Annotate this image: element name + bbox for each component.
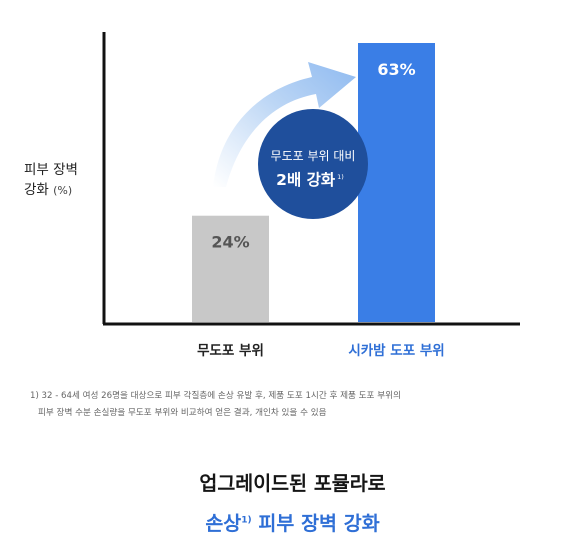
subline-rest: 피부 장벽 강화: [251, 512, 380, 535]
bar-1: [192, 215, 269, 322]
category-label-1: 무도포 부위: [197, 343, 264, 359]
bar-value-label-1: 24%: [211, 233, 249, 252]
y-axis-unit: (%): [53, 184, 73, 197]
callout-line1: 무도포 부위 대비: [271, 149, 356, 163]
footnote: 1) 32 - 64세 여성 26명을 대상으로 피부 각질층에 손상 유발 후…: [30, 388, 570, 422]
y-axis-label: 피부 장벽 강화 (%): [24, 160, 78, 201]
subline-sup: 1): [241, 515, 252, 526]
subline: 손상1) 피부 장벽 강화: [0, 507, 585, 536]
category-label-2: 시카밤 도포 부위: [348, 343, 444, 359]
y-axis-label-line2: 강화: [24, 182, 49, 198]
bar-value-label-2: 63%: [377, 60, 415, 79]
footnote-line1: 1) 32 - 64세 여성 26명을 대상으로 피부 각질층에 손상 유발 후…: [30, 391, 401, 401]
callout-badge: 무도포 부위 대비 2배 강화 1): [258, 109, 368, 219]
callout-sup: 1): [337, 173, 344, 181]
footnote-line2: 피부 장벽 수분 손실량을 무도포 부위와 비교하여 얻은 결과, 개인차 있을…: [38, 408, 327, 418]
callout-line2: 2배 강화: [276, 170, 336, 189]
subline-text: 손상: [205, 512, 242, 535]
headline: 업그레이드된 포뮬라로: [199, 472, 386, 495]
bar-2: [358, 43, 435, 322]
svg-text:2배 강화1): 2배 강화 1): [276, 170, 344, 189]
bar-chart: 24% 무도포 부위 63% 시카밤 도포 부위 무도포 부위 대비 2배 강화 1): [102, 32, 520, 359]
y-axis-label-line1: 피부 장벽: [24, 162, 78, 178]
growth-arrow: [213, 62, 356, 187]
